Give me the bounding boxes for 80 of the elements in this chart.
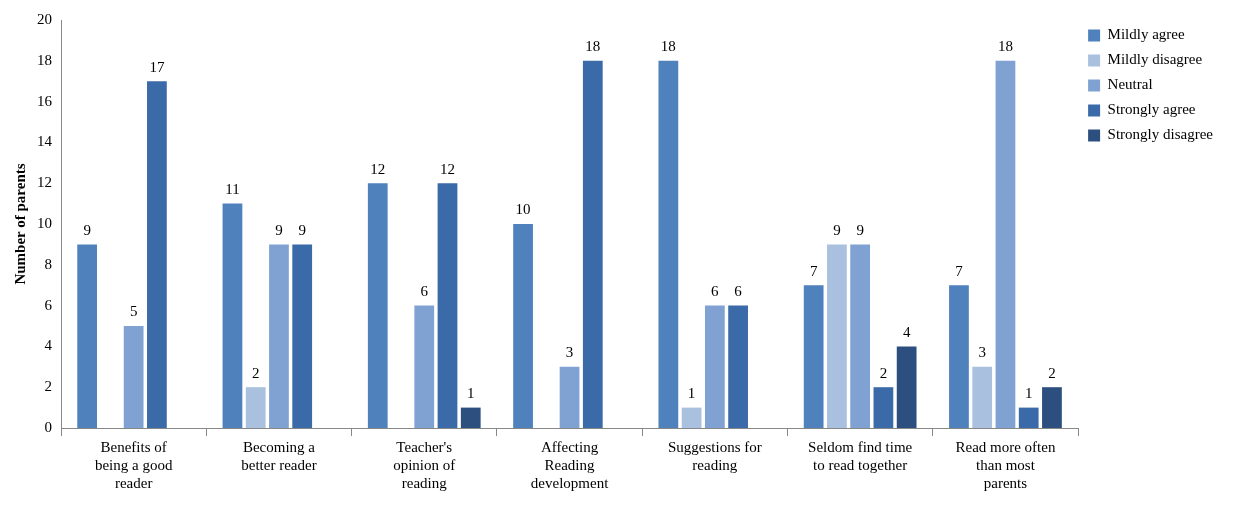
legend-label: Strongly disagree [1107,126,1214,143]
bar [77,244,98,428]
bar [222,203,243,428]
y-tick-label: 8 [44,255,52,272]
x-tick-label: Becoming a better reader [241,438,317,473]
bar [414,305,435,428]
y-tick-label: 6 [44,296,53,313]
bar [681,407,702,428]
data-label: 4 [902,323,911,340]
x-tick-label: Read more often than most parents [955,438,1056,491]
data-label: 2 [251,364,260,381]
bar [513,224,533,428]
legend-label: Mildly disagree [1107,51,1203,68]
x-tick-label: Suggestions for reading [667,438,762,473]
y-tick-label: 2 [44,378,52,395]
data-label: 2 [879,364,888,381]
data-label: 7 [809,262,818,279]
data-label: 9 [275,221,283,238]
data-label: 12 [440,160,455,177]
y-tick-label: 12 [37,174,52,191]
bar [949,285,969,428]
data-label: 18 [585,38,601,55]
bar [803,285,824,428]
bar [658,60,679,428]
bar [896,346,917,428]
data-label: 9 [298,221,306,238]
bar [1042,387,1062,428]
y-tick-label: 0 [44,418,52,435]
data-label: 9 [856,221,864,238]
bar [460,407,481,428]
bar [827,244,847,428]
y-tick-label: 20 [37,10,52,27]
data-label: 11 [225,181,240,198]
bar [582,60,603,428]
bar [123,326,144,428]
x-tick-label: Benefits of being a good reader [94,438,173,491]
data-label: 7 [955,262,964,279]
bar [559,366,580,428]
y-tick-label: 14 [37,133,53,150]
bar [147,81,167,428]
legend-label: Mildly agree [1107,26,1185,43]
bar [367,183,388,428]
bar [269,244,289,428]
data-label: 1 [687,385,696,402]
data-label: 6 [711,283,720,300]
bar [437,183,458,428]
bar [704,305,725,428]
data-label: 6 [734,283,743,300]
bar [245,387,266,428]
data-label: 17 [149,58,165,75]
data-label: 1 [467,385,475,402]
bar [1018,407,1039,428]
data-label: 9 [83,221,91,238]
y-tick-label: 10 [37,214,52,231]
data-label: 10 [515,201,531,218]
data-label: 18 [660,38,676,55]
x-tick-label: Affecting Reading development [530,438,610,491]
bar [728,305,748,428]
data-label: 12 [370,160,386,177]
bar [972,366,993,428]
data-label: 6 [420,283,429,300]
data-label: 1 [1024,385,1033,402]
y-tick-label: 16 [37,92,53,109]
legend-label: Strongly agree [1107,101,1196,118]
y-tick-label: 4 [44,337,53,354]
data-label: 2 [1048,364,1056,381]
x-tick-label: Teacher's opinion of reading [393,438,456,491]
x-tick-label: Seldom find time to read together [808,438,913,473]
data-label: 3 [978,344,986,361]
y-tick-label: 18 [37,51,52,68]
data-label: 5 [129,303,138,320]
bar [995,60,1016,428]
bar [850,244,871,428]
y-axis-title: Number of parents [11,163,28,285]
data-label: 9 [833,221,841,238]
data-label: 3 [565,344,574,361]
bar [873,387,894,428]
data-label: 18 [997,38,1013,55]
bar [292,244,313,428]
legend-label: Neutral [1107,76,1153,93]
